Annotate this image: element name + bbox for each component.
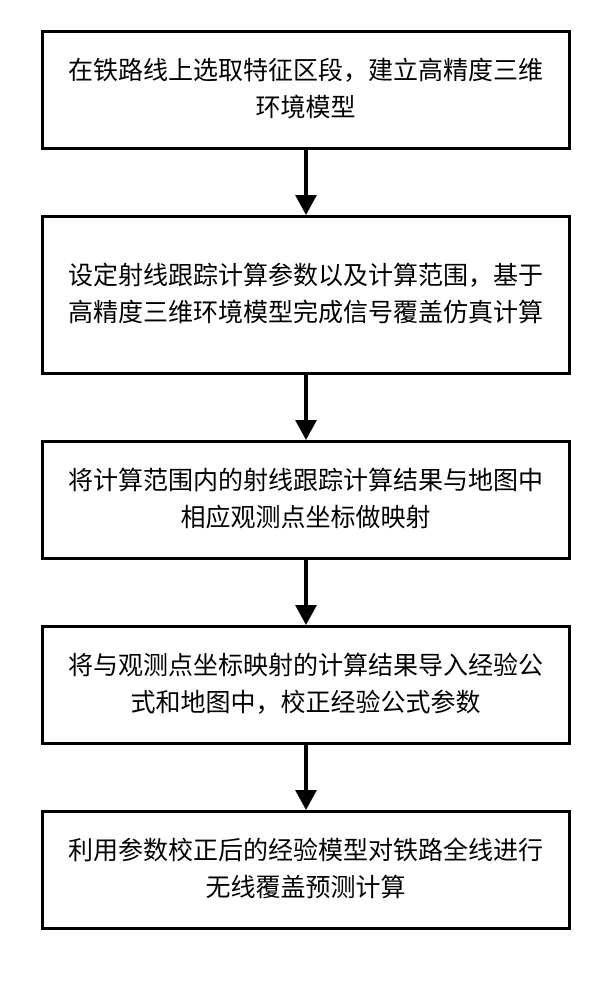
arrow-line (304, 150, 308, 195)
flowchart-node-step4: 将与观测点坐标映射的计算结果导入经验公式和地图中，校正经验公式参数 (41, 625, 571, 745)
flowchart-arrow (295, 375, 317, 440)
arrow-head-icon (295, 420, 317, 440)
node-text-line: 式和地图中，校正经验公式参数 (68, 685, 543, 723)
node-text-line: 将计算范围内的射线跟踪计算结果与地图中 (68, 463, 543, 501)
node-text-line: 在铁路线上选取特征区段，建立高精度三维 (68, 53, 543, 91)
arrow-line (304, 375, 308, 420)
flowchart-node-step3: 将计算范围内的射线跟踪计算结果与地图中相应观测点坐标做映射 (41, 440, 571, 560)
node-text-line: 设定射线跟踪计算参数以及计算范围，基于 (68, 258, 543, 296)
node-text-line: 无线覆盖预测计算 (68, 870, 543, 908)
node-text-line: 相应观测点坐标做映射 (68, 500, 543, 538)
node-text: 设定射线跟踪计算参数以及计算范围，基于高精度三维环境模型完成信号覆盖仿真计算 (68, 258, 543, 333)
flowchart-arrow (295, 560, 317, 625)
node-text-line: 环境模型 (68, 90, 543, 128)
flowchart-arrow (295, 150, 317, 215)
arrow-line (304, 560, 308, 605)
flowchart-node-step2: 设定射线跟踪计算参数以及计算范围，基于高精度三维环境模型完成信号覆盖仿真计算 (41, 215, 571, 375)
flowchart-node-step5: 利用参数校正后的经验模型对铁路全线进行无线覆盖预测计算 (41, 810, 571, 930)
flowchart-container: 在铁路线上选取特征区段，建立高精度三维环境模型设定射线跟踪计算参数以及计算范围，… (0, 0, 611, 930)
arrow-head-icon (295, 195, 317, 215)
node-text-line: 将与观测点坐标映射的计算结果导入经验公 (68, 648, 543, 686)
flowchart-arrow (295, 745, 317, 810)
node-text: 在铁路线上选取特征区段，建立高精度三维环境模型 (68, 53, 543, 128)
node-text: 利用参数校正后的经验模型对铁路全线进行无线覆盖预测计算 (68, 833, 543, 908)
arrow-line (304, 745, 308, 790)
flowchart-node-step1: 在铁路线上选取特征区段，建立高精度三维环境模型 (41, 30, 571, 150)
arrow-head-icon (295, 790, 317, 810)
node-text: 将计算范围内的射线跟踪计算结果与地图中相应观测点坐标做映射 (68, 463, 543, 538)
node-text: 将与观测点坐标映射的计算结果导入经验公式和地图中，校正经验公式参数 (68, 648, 543, 723)
node-text-line: 利用参数校正后的经验模型对铁路全线进行 (68, 833, 543, 871)
arrow-head-icon (295, 605, 317, 625)
node-text-line: 高精度三维环境模型完成信号覆盖仿真计算 (68, 295, 543, 333)
